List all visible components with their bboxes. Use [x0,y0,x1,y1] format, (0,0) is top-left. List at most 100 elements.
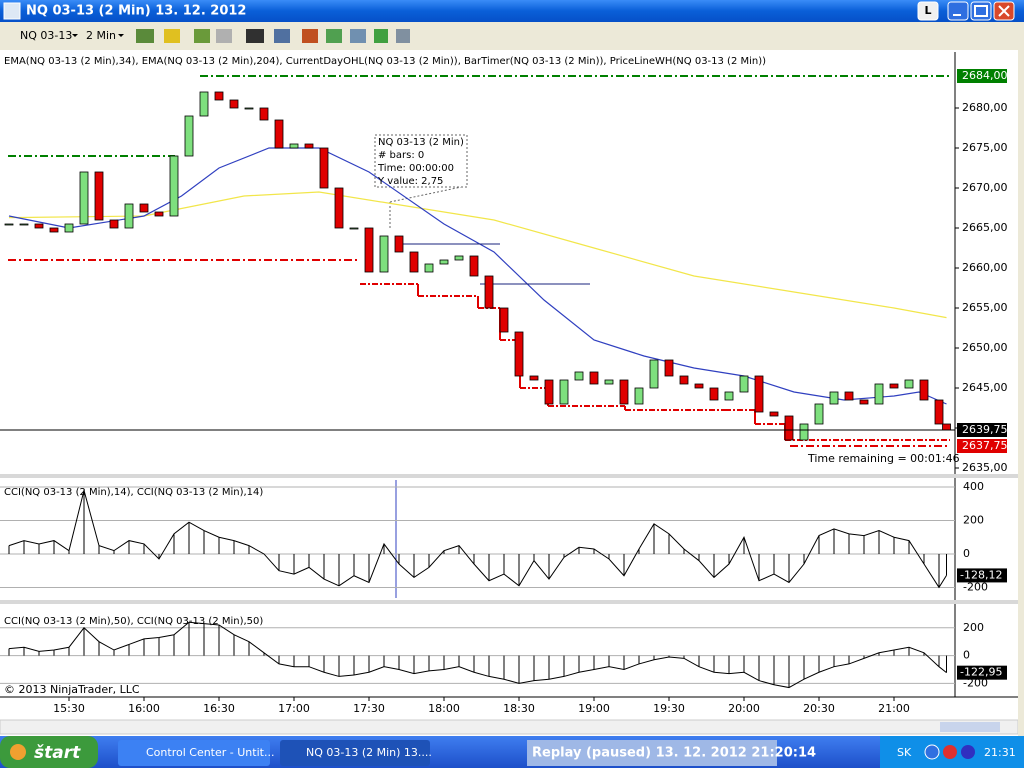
minimize-button[interactable] [947,1,969,21]
last-price-box [957,423,1007,437]
candle [319,147,329,189]
y-tick-label: 0 [963,649,970,662]
lock-button[interactable] [917,1,939,21]
candle [904,379,914,389]
candle [934,399,944,425]
candle [649,359,659,389]
level-label-box [957,439,1007,453]
candle [349,227,359,230]
strategies-icon[interactable] [326,29,342,43]
candle [49,227,59,233]
candle [124,203,134,229]
candle [769,411,779,417]
candle [304,143,314,149]
x-tick-label: 20:00 [728,702,760,715]
taskbar-button[interactable] [118,740,270,766]
replay-status [527,740,777,766]
tray-icon[interactable] [924,744,940,760]
x-tick-label: 15:30 [53,702,85,715]
candle [544,379,554,405]
candle [244,107,254,110]
x-tick-label: 17:00 [278,702,310,715]
taskbar-button-label: Control Center - Untit... [146,746,274,759]
candle [139,203,149,213]
interval-dropdown[interactable]: 2 Min [86,29,116,42]
scrollbar[interactable] [0,719,1019,735]
zoom-out-icon[interactable] [216,29,232,43]
candle [484,275,494,309]
y-tick-label: 2665,00 [962,221,1008,234]
window-edge [1018,50,1024,736]
tray-icon[interactable] [943,745,957,759]
candle [529,375,539,381]
y-tick-label: -200 [963,580,988,593]
candle [19,223,29,226]
candle [34,223,44,229]
candle [739,375,749,393]
candle [94,171,104,221]
candle [754,375,764,413]
candle [589,371,599,385]
candle [274,119,284,149]
indicator-label: CCI(NQ 03-13 (2 Min),50), CCI(NQ 03-13 (… [4,616,263,627]
candle [109,219,119,229]
candle [889,383,899,389]
last-value-label: -128,12 [960,568,1002,581]
tray-icon[interactable] [961,745,975,759]
candle [184,115,194,157]
draw-icon[interactable] [164,29,180,43]
dropdown-arrow [72,34,78,37]
properties-icon[interactable] [396,29,410,43]
panel-separator [0,474,1018,478]
x-tick-label: 16:30 [203,702,235,715]
indicators-icon[interactable] [302,29,318,43]
candle [469,255,479,277]
candle [394,235,404,253]
indicator-label: CCI(NQ 03-13 (2 Min),14), CCI(NQ 03-13 (… [4,487,263,498]
x-tick-label: 21:00 [878,702,910,715]
candle [942,423,951,431]
x-tick-label: 19:30 [653,702,685,715]
clock: 21:31 [984,746,1016,759]
candle [64,223,74,233]
y-tick-label: 400 [963,480,984,493]
start-button[interactable] [0,736,98,768]
window-title: NQ 03-13 (2 Min) 13. 12. 2012 [26,4,246,19]
candle [439,259,449,265]
last-value-box [957,665,1007,680]
indicator-label: EMA(NQ 03-13 (2 Min),34), EMA(NQ 03-13 (… [4,56,766,67]
candle [694,383,704,389]
bar-type-icon[interactable] [136,29,154,43]
candle [634,387,644,405]
dollar-icon[interactable] [374,29,388,43]
y-tick-label: 2650,00 [962,341,1008,354]
close-icon [998,5,1010,17]
candle [514,331,524,377]
candle [379,235,389,273]
candle [709,387,719,401]
lock-button-label: L [924,4,931,17]
y-tick-label: 2635,00 [962,461,1008,474]
tooltip-line: NQ 03-13 (2 Min) [378,137,464,148]
crosshair-icon[interactable] [246,29,264,43]
candle [784,415,794,441]
tooltip-line: # bars: 0 [378,150,424,161]
y-tick-label: 2680,00 [962,101,1008,114]
copyright: © 2013 NinjaTrader, LLC [4,683,140,696]
candle [199,91,209,117]
level-label: 2637,75 [962,439,1008,452]
zoom-in-icon[interactable] [194,29,210,43]
last-value-label: -122,95 [960,666,1002,679]
windows-logo [10,744,26,760]
scroll-thumb[interactable] [940,722,1000,732]
lines-icon[interactable] [350,29,366,43]
candle [679,375,689,385]
app-icon [3,2,21,20]
tooltip-pointer [389,185,467,203]
candle [289,143,299,149]
data-box-icon[interactable] [274,29,290,43]
instrument-dropdown[interactable]: NQ 03-13 [20,29,72,42]
y-tick-label: 2670,00 [962,181,1008,194]
taskbar-button[interactable] [280,740,430,766]
tooltip-line: Time: 00:00:00 [377,163,454,174]
